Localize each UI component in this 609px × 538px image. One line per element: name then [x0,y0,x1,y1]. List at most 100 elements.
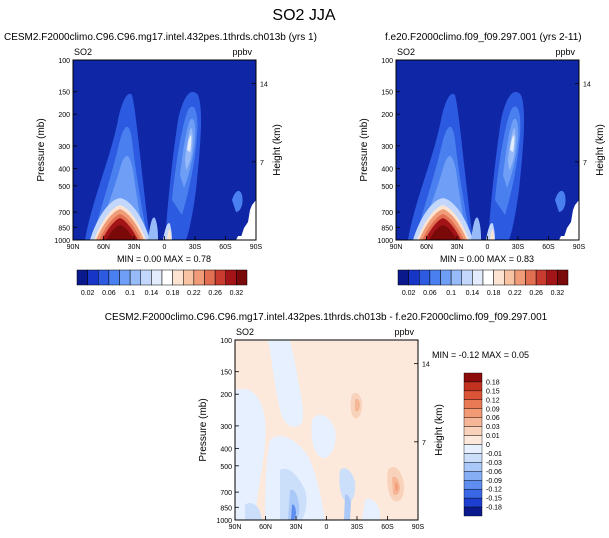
colorbar-label: -0.18 [486,505,502,512]
colorbar-swatch [408,269,420,286]
height-tick-label: 7 [422,440,426,447]
colorbar-swatch [463,444,483,454]
colorbar-label: 0.03 [486,424,500,431]
colorbar-swatch [463,390,483,401]
y-tick-label: 200 [220,392,232,399]
colorbar-label: 0.22 [187,290,201,297]
colorbar-swatch [463,497,483,508]
x-tick-label: 60N [420,244,433,251]
contour-field [396,60,579,240]
y-tick-label: 300 [381,144,393,151]
y-tick-label: 500 [381,184,393,191]
y-axis-label-right: Height (km) [595,124,606,176]
contour-field [235,340,418,520]
units-label: ppbv [555,47,575,57]
y-tick-label: 700 [220,490,232,497]
colorbar-label: 0.14 [466,290,480,297]
colorbar-swatch [557,269,569,286]
colorbar-label: 0.18 [166,290,180,297]
x-tick-label: 90S [412,524,425,531]
colorbar-swatch [535,269,547,286]
colorbar-label: 0 [486,442,490,449]
y-tick-label: 1000 [377,238,393,245]
x-tick-label: 90S [250,244,263,251]
variable-label: SO2 [236,327,254,337]
colorbar-swatch [461,269,473,286]
x-tick-label: 0 [163,244,167,251]
colorbar-label: -0.06 [486,469,502,476]
stats-label: MIN = 0.00 MAX = 0.83 [440,254,534,264]
colorbar-swatch [172,269,184,286]
y-tick-label: 400 [381,166,393,173]
colorbar-label: 0.22 [508,290,522,297]
x-tick-label: 30S [512,244,525,251]
y-tick-label: 200 [58,112,70,119]
y-tick-label: 400 [220,446,232,453]
colorbar-swatch [429,269,441,286]
x-tick-label: 0 [486,244,490,251]
y-tick-label: 150 [220,370,232,377]
y-tick-label: 100 [381,58,393,65]
panel-bottom: CESM2.F2000climo.C96.C96.mg17.intel.432p… [105,312,548,531]
y-tick-label: 850 [381,225,393,232]
colorbar-label: 0.32 [230,290,244,297]
height-tick-label: 14 [422,362,430,369]
colorbar-swatch [482,269,494,286]
panel-title: f.e20.F2000climo.f09_f09.297.001 (yrs 2-… [385,32,582,43]
contour-field [73,60,256,240]
colorbar-swatch [493,269,505,286]
y-tick-label: 300 [220,424,232,431]
y-tick-label: 700 [58,210,70,217]
x-tick-label: 60N [259,524,272,531]
x-tick-label: 60S [219,244,232,251]
y-axis-label-right: Height (km) [434,404,445,456]
colorbar-swatch [463,372,483,383]
panel-top-right: f.e20.F2000climo.f09_f09.297.001 (yrs 2-… [359,32,606,264]
variable-label: SO2 [397,47,415,57]
colorbar-swatch [108,269,120,286]
colorbar-swatch [463,506,483,517]
y-tick-label: 100 [220,338,232,345]
colorbar-swatch [463,417,483,427]
x-tick-label: 60N [97,244,110,251]
y-axis-label: Pressure (mb) [36,118,47,181]
colorbar-swatch [183,269,195,286]
colorbar-label: 0.12 [486,397,500,404]
units-label: ppbv [394,327,414,337]
x-tick-label: 60S [542,244,555,251]
colorbar-label: 0.06 [102,290,116,297]
colorbar-swatch [504,269,516,286]
colorbar-swatch [236,269,248,286]
x-tick-label: 60S [381,524,394,531]
stats-label: MIN = 0.00 MAX = 0.78 [117,254,211,264]
x-tick-label: 0 [325,524,329,531]
y-tick-label: 150 [58,90,70,97]
y-tick-label: 400 [58,166,70,173]
colorbar-label: 0.1 [125,290,135,297]
y-tick-label: 200 [381,112,393,119]
colorbar-label: 0.09 [486,406,500,413]
colorbar-label: 0.02 [81,290,95,297]
colorbar-swatch [140,269,152,286]
colorbar-swatch [98,269,110,286]
height-tick-label: 7 [260,160,264,167]
colorbar-swatch [546,269,558,286]
x-tick-label: 30N [451,244,464,251]
colorbar-swatch [440,269,452,286]
colorbar-label: 0.18 [487,290,501,297]
colorbar-swatch [472,269,484,286]
colorbar-swatch [450,269,462,286]
x-tick-label: 30S [189,244,202,251]
colorbar-swatch [419,269,431,286]
units-label: ppbv [232,47,252,57]
y-tick-label: 150 [381,90,393,97]
colorbar-swatch [463,462,483,472]
colorbar-swatch [119,269,131,286]
y-tick-label: 850 [220,505,232,512]
y-tick-label: 850 [58,225,70,232]
colorbar-swatch [514,269,526,286]
colorbar-swatch [76,269,88,286]
colorbar-label: 0.1 [446,290,456,297]
x-tick-label: 30N [128,244,141,251]
colorbar-swatch [463,426,483,436]
